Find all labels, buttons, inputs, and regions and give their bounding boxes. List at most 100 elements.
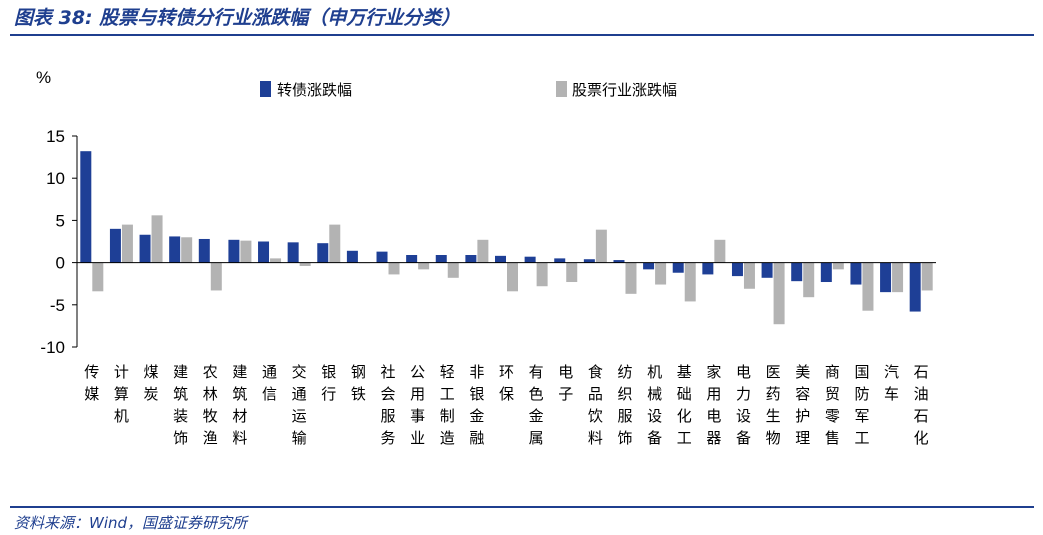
x-tick-label: 建 [232,363,247,381]
x-tick-label: 生 [766,407,781,425]
bar-stock [270,258,282,263]
x-tick-label: 工 [677,429,692,447]
x-tick-label: 金 [469,407,484,425]
x-tick-label: 工 [854,429,869,447]
x-tick-label: 色 [529,385,544,403]
x-tick-label: 织 [617,385,632,403]
x-tick-label: 饰 [617,429,632,447]
x-tick-label: 器 [706,429,721,447]
x-tick-label: 料 [588,429,603,447]
bar-stock [121,224,133,263]
x-tick-label: 保 [499,385,514,403]
bar-bond [850,262,862,285]
y-axis-unit: % [36,68,51,87]
x-tick-label: 国 [854,363,869,381]
x-tick-label: 设 [647,407,662,425]
x-tick-label: 业 [410,429,425,447]
bar-bond [524,256,536,263]
bar-bond [258,241,270,263]
x-tick-label: 属 [529,429,544,447]
x-tick-label: 容 [795,385,810,403]
x-tick-label: 力 [736,385,751,403]
x-tick-label: 售 [825,429,840,447]
x-tick-label: 交 [292,363,307,381]
bar-stock [447,262,459,278]
bar-stock [329,224,341,263]
x-tick-label: 社 [381,363,396,381]
legend-swatch-bond [260,81,271,97]
bar-stock [892,262,904,293]
y-tick-label: 10 [46,169,65,188]
x-tick-label: 饮 [588,407,603,425]
x-tick-label: 铁 [351,385,366,403]
bar-bond [406,255,418,263]
bar-bond [287,242,299,263]
x-tick-label: 机 [647,363,662,381]
x-tick-label: 物 [766,429,781,447]
x-tick-label: 制 [440,407,455,425]
bar-stock [595,229,607,263]
bar-bond [376,251,388,263]
y-tick-label: 0 [56,254,65,273]
x-tick-label: 备 [647,429,662,447]
bar-stock [832,262,844,270]
x-tick-label: 础 [677,385,692,403]
x-tick-label: 护 [795,407,810,425]
legend-swatch-stock [556,81,567,97]
x-tick-label: 计 [114,363,129,381]
bar-bond [139,234,151,263]
x-tick-label: 石 [914,407,929,425]
y-tick-label: -5 [50,296,65,315]
x-tick-label: 服 [381,407,396,425]
x-tick-label: 防 [854,385,869,403]
x-tick-label: 信 [262,385,277,403]
x-axis-labels: 传媒计算机煤炭建筑装饰农林牧渔建筑材料通信交通运输银行钢铁社会服务公用事业轻工制… [84,363,928,447]
bar-stock [625,262,637,294]
y-tick-label: 5 [56,211,65,230]
x-tick-label: 子 [558,385,573,403]
bar-bond [583,259,595,263]
bar-bond [702,262,714,275]
bar-stock [803,262,815,298]
x-tick-label: 医 [766,363,781,381]
x-tick-label: 牧 [203,407,218,425]
x-tick-label: 钢 [351,363,366,381]
bar-bond [109,228,121,263]
chart-title: 图表 38: 股票与转债分行业涨跌幅（申万行业分类） [14,7,461,29]
bar-bond [820,262,832,283]
x-tick-label: 通 [292,385,307,403]
legend-label-bond: 转债涨跌幅 [277,81,352,99]
x-tick-label: 基 [677,363,692,381]
x-tick-label: 渔 [203,429,218,447]
bar-bond [435,255,447,263]
x-tick-label: 美 [795,363,810,381]
bar-bond [465,255,477,263]
bar-stock [743,262,755,289]
x-tick-label: 商 [825,363,840,381]
bar-stock [477,239,489,263]
bars [80,151,933,325]
x-tick-label: 融 [469,429,484,447]
legend: 转债涨跌幅 股票行业涨跌幅 [260,81,677,99]
bar-bond [317,243,329,263]
bar-bond [80,151,92,263]
bar-bond [346,250,358,263]
bar-bond [554,258,566,263]
x-tick-label: 算 [114,385,129,403]
x-tick-label: 事 [410,407,425,425]
x-tick-label: 汽 [884,363,899,381]
bar-bond [495,255,506,263]
x-tick-label: 银 [321,363,336,381]
x-tick-label: 公 [410,363,425,381]
bar-bond [228,239,240,263]
bar-stock [388,262,400,275]
bar-bond [672,262,684,273]
footer-rule [10,506,1034,508]
x-tick-label: 料 [232,429,247,447]
x-tick-label: 装 [173,407,188,425]
bar-stock [92,262,104,292]
x-tick-label: 理 [795,429,810,447]
x-tick-label: 零 [825,407,840,425]
x-tick-label: 运 [292,407,307,425]
